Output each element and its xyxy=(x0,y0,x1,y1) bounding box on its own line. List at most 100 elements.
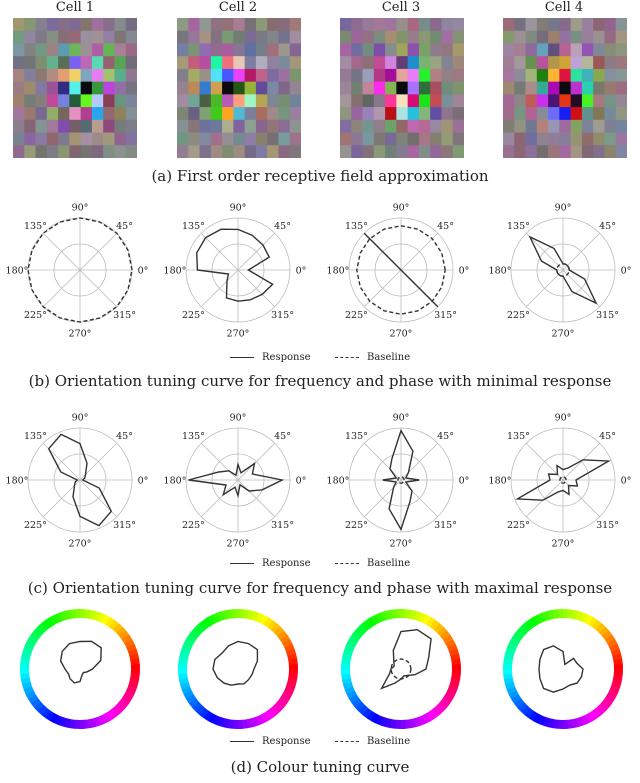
hue-ring-segment xyxy=(508,639,519,648)
rf-pixel xyxy=(91,18,104,32)
rf-pixel xyxy=(125,18,137,32)
rf-pixel xyxy=(13,81,25,95)
hue-ring-segment xyxy=(346,639,357,648)
rf-pixel xyxy=(289,43,301,57)
angle-tick-label: 0° xyxy=(621,476,632,487)
rf-pixel xyxy=(503,18,515,32)
hue-ring-segment xyxy=(69,609,76,619)
rf-pixel xyxy=(222,94,234,108)
legend-response-label: Response xyxy=(262,558,311,569)
angle-tick-label: 225° xyxy=(24,520,47,531)
rf-pixel xyxy=(188,81,200,95)
angle-tick-label: 225° xyxy=(507,310,530,321)
angle-tick-label: 270° xyxy=(227,539,250,550)
hue-ring-segment xyxy=(405,609,412,619)
rf-pixel xyxy=(373,81,386,95)
hue-ring-segment xyxy=(20,658,30,665)
rf-pixel xyxy=(289,18,301,32)
rf-pixel xyxy=(35,145,48,158)
rf-pixel xyxy=(35,68,48,83)
response-curve xyxy=(363,232,439,308)
rf-pixel xyxy=(548,94,560,108)
rf-pixel xyxy=(58,145,70,158)
rf-pixel xyxy=(255,43,268,57)
rf-pixel xyxy=(525,81,538,95)
hue-ring-segment xyxy=(130,658,140,665)
hue-ring-segment xyxy=(208,713,217,724)
hue-ring-segment xyxy=(191,626,202,637)
caption-c: (c) Orientation tuning curve for frequen… xyxy=(27,579,613,597)
grid-spoke xyxy=(42,232,81,271)
rf-pixel xyxy=(503,132,515,146)
angle-tick-label: 135° xyxy=(24,221,47,232)
rf-pixel xyxy=(396,56,409,70)
rf-pixel xyxy=(210,56,223,70)
rf-pixel xyxy=(255,119,268,133)
rf-pixel xyxy=(222,56,234,70)
rf-pixel xyxy=(188,30,200,44)
hue-ring-segment xyxy=(116,701,127,712)
rf-pixel xyxy=(548,18,560,32)
rf-pixel xyxy=(340,145,352,158)
rf-pixel xyxy=(593,145,605,158)
rf-pixel xyxy=(441,43,454,57)
hue-ring-segment xyxy=(109,619,119,630)
rf-pixel xyxy=(103,18,115,32)
hue-ring-segment xyxy=(598,626,609,637)
rf-pixel xyxy=(441,18,454,32)
hue-ring-segment xyxy=(41,708,51,719)
rf-pixel xyxy=(80,119,93,133)
rf-pixel xyxy=(593,94,605,108)
rf-pixel xyxy=(514,132,526,146)
grid-spoke xyxy=(237,442,276,481)
rf-pixel xyxy=(244,30,257,44)
rf-pixel xyxy=(255,94,268,108)
hue-ring-segment xyxy=(37,623,48,634)
rf-pixel xyxy=(362,132,375,146)
hue-ring-segment xyxy=(287,677,298,685)
rf-pixel xyxy=(244,119,257,133)
grid-spoke xyxy=(363,479,402,518)
rf-pixel xyxy=(570,132,583,146)
hue-ring-segment xyxy=(447,643,458,652)
rf-pixel xyxy=(385,56,397,70)
rf-pixel xyxy=(255,107,268,121)
hue-ring-segment xyxy=(259,713,269,724)
rf-pixel xyxy=(452,94,464,108)
hue-ring-segment xyxy=(212,715,221,726)
rf-pixel xyxy=(593,43,605,57)
rf-pixel xyxy=(244,81,257,95)
hue-ring-segment xyxy=(440,698,451,708)
hue-ring-segment xyxy=(450,677,461,685)
hue-ring-segment xyxy=(20,673,30,680)
hue-ring-segment xyxy=(195,705,206,716)
hue-ring-segment xyxy=(178,658,188,665)
angle-tick-label: 180° xyxy=(6,476,29,487)
rf-pixel xyxy=(103,119,115,133)
hue-ring-segment xyxy=(199,619,209,631)
rf-pixel xyxy=(441,56,454,70)
angle-tick-label: 270° xyxy=(69,329,92,340)
hue-ring-segment xyxy=(203,617,213,628)
rf-pixel xyxy=(114,145,127,158)
hue-ring-segment xyxy=(346,690,357,700)
rf-pixel xyxy=(373,68,386,83)
hue-ring-segment xyxy=(288,668,299,675)
rf-pixel xyxy=(188,132,200,146)
rf-pixel xyxy=(267,94,279,108)
rf-pixel xyxy=(91,81,104,95)
rf-pixel xyxy=(396,68,409,83)
rf-pixel xyxy=(548,68,560,83)
rf-pixel xyxy=(177,18,189,32)
rf-pixel xyxy=(373,107,386,121)
rf-pixel xyxy=(362,81,375,95)
hue-ring-segment xyxy=(279,694,291,704)
hue-ring-segment xyxy=(405,719,412,729)
rf-pixel xyxy=(362,119,375,133)
rf-pixel xyxy=(362,68,375,83)
legend-baseline-label: Baseline xyxy=(367,558,411,569)
hue-ring-segment xyxy=(613,658,623,665)
hue-ring-segment xyxy=(537,715,546,726)
hue-ring-segment xyxy=(613,668,624,675)
hue-ring-segment xyxy=(532,614,542,625)
